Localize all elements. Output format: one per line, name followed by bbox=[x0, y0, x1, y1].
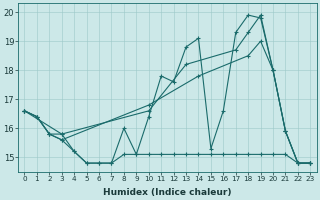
X-axis label: Humidex (Indice chaleur): Humidex (Indice chaleur) bbox=[103, 188, 232, 197]
